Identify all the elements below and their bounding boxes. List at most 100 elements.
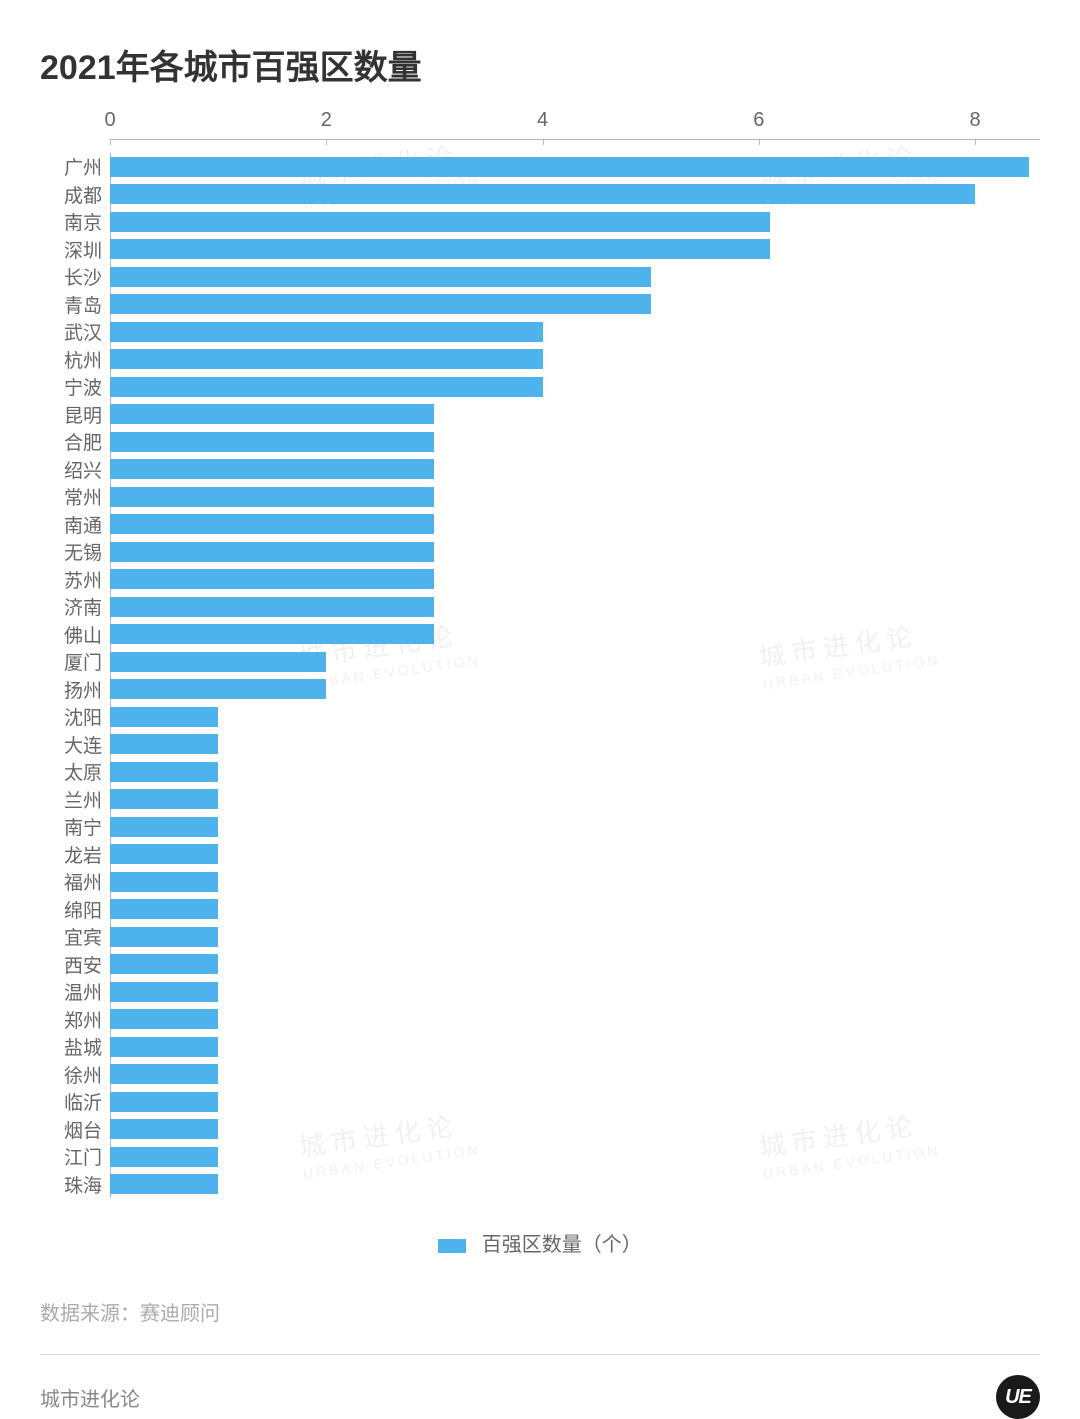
bar [110,349,543,369]
bar [110,1147,218,1167]
bar [110,377,543,397]
bar-track [110,1033,1040,1061]
bar-row: 深圳 [40,236,1040,264]
bar-track [110,208,1040,236]
bar [110,184,975,204]
bar-label: 徐州 [40,1061,110,1088]
bar-row: 长沙 [40,263,1040,291]
bar-track [110,153,1040,181]
bar-row: 广州 [40,153,1040,181]
bar-row: 徐州 [40,1061,1040,1089]
bar-track [110,566,1040,594]
bar-row: 无锡 [40,538,1040,566]
bar-row: 温州 [40,978,1040,1006]
legend-swatch [438,1239,466,1253]
x-tick [759,139,760,145]
bar-track [110,456,1040,484]
bar-row: 西安 [40,951,1040,979]
bar [110,322,543,342]
bar-label: 合肥 [40,428,110,455]
bar-row: 珠海 [40,1171,1040,1199]
bar [110,487,434,507]
bar [110,872,218,892]
bar-label: 青岛 [40,291,110,318]
bar-track [110,758,1040,786]
bar-row: 济南 [40,593,1040,621]
bar-label: 宁波 [40,373,110,400]
bar-row: 南宁 [40,813,1040,841]
bar [110,899,218,919]
bar-label: 成都 [40,181,110,208]
bar-label: 绍兴 [40,456,110,483]
bar-label: 南宁 [40,813,110,840]
bar-label: 温州 [40,978,110,1005]
bar-row: 成都 [40,181,1040,209]
bar-track [110,676,1040,704]
bar-row: 郑州 [40,1006,1040,1034]
footer-divider [40,1354,1040,1355]
bar-track [110,978,1040,1006]
bar-row: 龙岩 [40,841,1040,869]
bar-label: 苏州 [40,566,110,593]
bar-label: 武汉 [40,318,110,345]
bar [110,459,434,479]
bar [110,514,434,534]
bar-label: 扬州 [40,676,110,703]
bar-row: 南京 [40,208,1040,236]
bar-row: 烟台 [40,1116,1040,1144]
chart-container: 城市进化论URBAN EVOLUTION 城市进化论URBAN EVOLUTIO… [40,109,1040,1198]
bar-row: 宜宾 [40,923,1040,951]
bar [110,817,218,837]
bar-track [110,896,1040,924]
bar-track [110,868,1040,896]
bar [110,734,218,754]
bar-label: 广州 [40,153,110,180]
x-tick-label: 4 [537,109,548,132]
bar-label: 沈阳 [40,703,110,730]
bar-track [110,401,1040,429]
bar-row: 大连 [40,731,1040,759]
bar-label: 临沂 [40,1088,110,1115]
bar [110,624,434,644]
bar [110,1174,218,1194]
bar-label: 无锡 [40,538,110,565]
bar-track [110,483,1040,511]
bar [110,679,326,699]
bar-label: 常州 [40,483,110,510]
x-tick [326,139,327,145]
bar [110,844,218,864]
bar [110,1009,218,1029]
bar-row: 佛山 [40,621,1040,649]
footer: 城市进化论 UE [40,1375,1040,1419]
bar-label: 深圳 [40,236,110,263]
x-tick-label: 2 [321,109,332,132]
bar [110,212,770,232]
bar-track [110,703,1040,731]
bar [110,432,434,452]
bar-label: 宜宾 [40,923,110,950]
bar-track [110,291,1040,319]
legend: 百强区数量（个） [40,1228,1040,1257]
bar-row: 宁波 [40,373,1040,401]
bar [110,597,434,617]
bar-label: 福州 [40,868,110,895]
data-source: 数据来源：赛迪顾问 [40,1297,1040,1326]
bar-label: 佛山 [40,621,110,648]
bar-label: 杭州 [40,346,110,373]
bar-track [110,593,1040,621]
bar-label: 长沙 [40,263,110,290]
bar [110,1064,218,1084]
bar-label: 烟台 [40,1116,110,1143]
bar-row: 昆明 [40,401,1040,429]
bar-track [110,786,1040,814]
bar-label: 盐城 [40,1033,110,1060]
bar [110,239,770,259]
bar-track [110,731,1040,759]
bar-track [110,1143,1040,1171]
x-tick [543,139,544,145]
bar [110,294,651,314]
bar [110,927,218,947]
bar-label: 江门 [40,1143,110,1170]
bar-row: 盐城 [40,1033,1040,1061]
bar-track [110,263,1040,291]
